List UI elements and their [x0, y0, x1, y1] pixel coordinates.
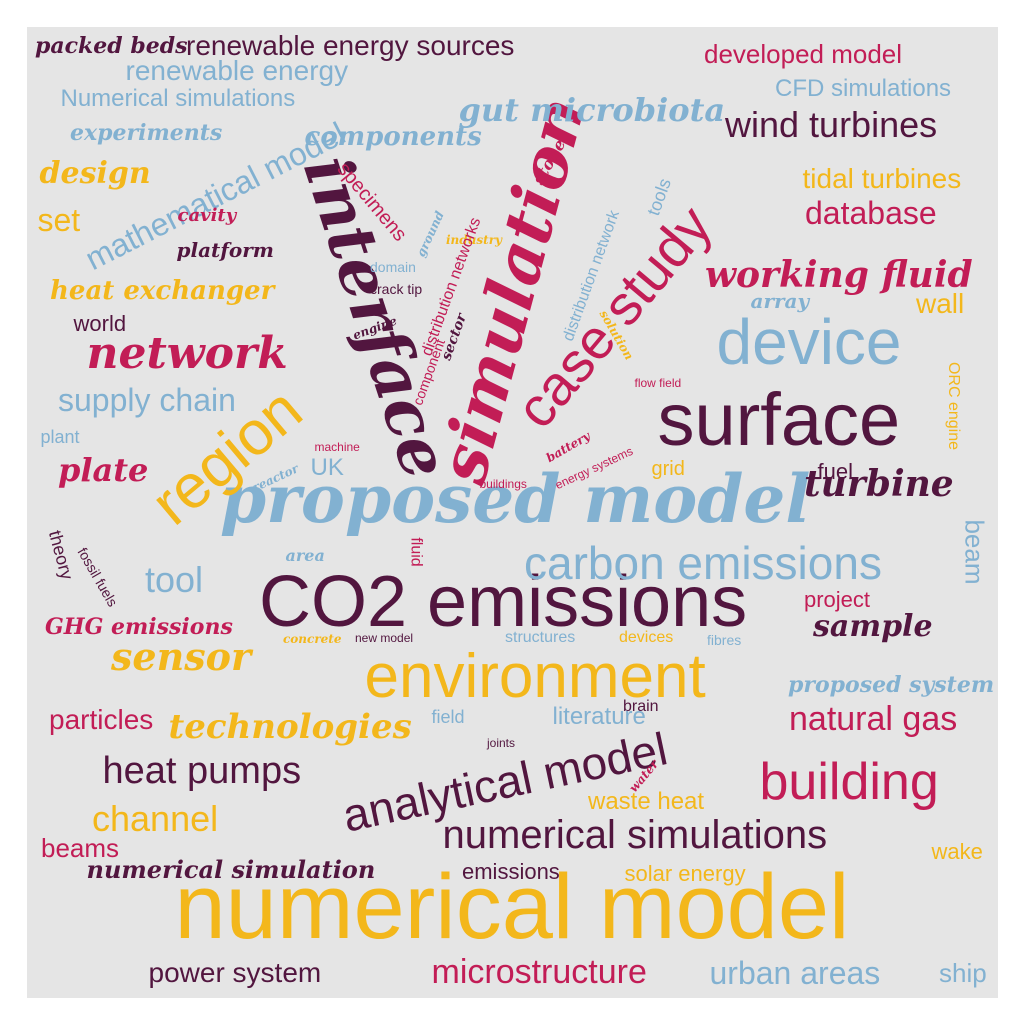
word-design: design: [39, 156, 151, 191]
word-renewable-energy-sources: renewable energy sources: [186, 30, 515, 61]
word-heat-exchanger: heat exchanger: [50, 276, 275, 306]
word-plate: plate: [58, 451, 149, 489]
word-buildings: buildings: [479, 477, 527, 491]
word-numerical-model: numerical model: [174, 856, 850, 958]
word-waste-heat: waste heat: [588, 788, 705, 815]
word-domain: domain: [370, 259, 416, 275]
word-machine: machine: [314, 440, 360, 454]
word-area: area: [285, 546, 325, 565]
word-database: database: [805, 195, 937, 231]
word-concrete: concrete: [283, 632, 342, 646]
word-numerical-simulations: Numerical simulations: [60, 85, 296, 112]
word-sample: sample: [813, 609, 933, 644]
word-developed-model: developed model: [704, 39, 903, 69]
word-co2-emissions: CO2 emissions: [259, 562, 748, 642]
word-environment: environment: [364, 642, 706, 711]
word-tool: tool: [145, 559, 204, 600]
word-experiments: experiments: [70, 120, 223, 146]
word-devices: devices: [619, 629, 674, 646]
word-plant: plant: [40, 427, 80, 447]
word-microstructure: microstructure: [431, 953, 647, 991]
word-beams: beams: [41, 833, 120, 863]
word-grid: grid: [651, 458, 685, 480]
word-array: array: [750, 289, 810, 313]
word-urban-areas: urban areas: [709, 955, 881, 991]
word-theory: theory: [44, 528, 78, 582]
word-cavity: cavity: [177, 205, 237, 226]
word-particles: particles: [49, 704, 154, 735]
word-ghg-emissions: GHG emissions: [45, 614, 233, 640]
word-wake: wake: [931, 839, 983, 864]
word-cfd-simulations: CFD simulations: [775, 75, 952, 102]
word-brain: brain: [623, 698, 659, 715]
word-project: project: [804, 587, 871, 612]
word-fluid: fluid: [407, 537, 425, 567]
word-numerical-simulation: numerical simulation: [86, 855, 376, 884]
word-building: building: [759, 753, 939, 811]
word-channel: channel: [92, 798, 219, 839]
word-device: device: [716, 306, 902, 378]
word-ground: ground: [413, 209, 447, 259]
word-emissions: emissions: [462, 859, 560, 884]
word-industry: industry: [446, 233, 502, 247]
word-components: components: [304, 122, 482, 152]
word-carbon-emissions: carbon emissions: [524, 537, 882, 589]
word-fuel: fuel: [817, 459, 853, 484]
word-fibres: fibres: [707, 632, 742, 648]
word-turbine: turbine: [804, 463, 954, 505]
word-technologies: technologies: [168, 707, 412, 747]
word-structures: structures: [505, 629, 576, 646]
word-wall: wall: [916, 288, 965, 319]
word-wind-turbines: wind turbines: [725, 104, 938, 145]
word-solar-energy: solar energy: [624, 861, 746, 886]
word-new-model: new model: [355, 631, 414, 645]
word-tidal-turbines: tidal turbines: [802, 163, 962, 194]
word-literature: literature: [552, 703, 646, 730]
word-joints: joints: [487, 736, 516, 750]
word-numerical-simulations: numerical simulations: [442, 813, 828, 857]
word-working-fluid: working fluid: [705, 254, 973, 296]
word-proposed-model: proposed model: [220, 460, 811, 538]
word-fossil-fuels: fossil fuels: [73, 544, 121, 610]
word-gut-microbiota: gut microbiota: [458, 91, 726, 129]
word-packed-beds: packed beds: [35, 33, 188, 59]
word-platform: platform: [176, 238, 274, 262]
word-world: world: [73, 311, 127, 336]
word-heat-pumps: heat pumps: [102, 750, 302, 792]
word-natural-gas: natural gas: [789, 700, 958, 738]
word-crack-tip: crack tip: [370, 281, 423, 297]
word-proposed-system: proposed system: [788, 672, 995, 698]
word-ship: ship: [939, 958, 987, 988]
word-field: field: [431, 707, 465, 727]
word-cloud: numerical model CO2 emissions surface envir…: [27, 27, 998, 998]
word-uk: UK: [310, 454, 344, 481]
word-set: set: [37, 202, 81, 238]
word-supply-chain: supply chain: [58, 382, 236, 418]
word-orc-engine: ORC engine: [945, 361, 963, 451]
word-network: network: [86, 328, 288, 379]
word-sensor: sensor: [111, 634, 251, 679]
word-renewable-energy: renewable energy: [125, 55, 349, 86]
word-flow-field: flow field: [634, 376, 682, 390]
word-power-system: power system: [148, 957, 322, 988]
word-surface: surface: [657, 378, 901, 461]
word-beam: beam: [959, 519, 990, 585]
